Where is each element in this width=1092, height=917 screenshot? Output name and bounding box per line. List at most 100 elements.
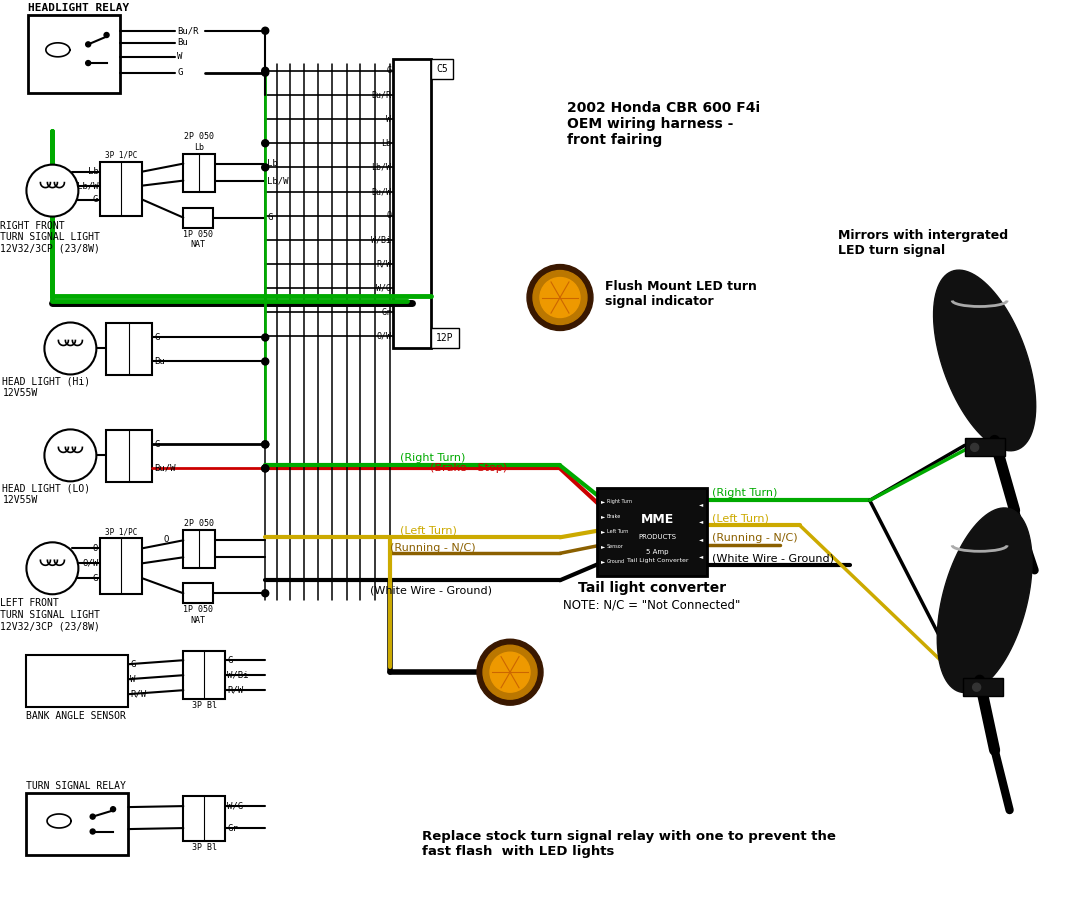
Text: Lb: Lb [381,138,391,148]
Bar [26,793,129,855]
Text: G: G [93,195,98,204]
Text: Bu/W: Bu/W [371,187,391,196]
Circle shape [262,465,269,472]
Text: ►: ► [601,544,605,549]
Text: Bu/W: Bu/W [154,464,176,473]
Bar [28,15,120,93]
Text: (Left Turn): (Left Turn) [712,514,769,524]
Circle shape [262,358,269,365]
Text: R/W: R/W [130,690,146,699]
Circle shape [45,323,96,374]
Text: W/G: W/G [376,283,391,293]
Circle shape [262,441,269,447]
Text: G: G [227,656,233,665]
Text: 3P Bl: 3P Bl [192,843,217,852]
Text: (Brake - Stop): (Brake - Stop) [430,463,507,473]
Text: Lb/W: Lb/W [76,181,98,190]
Text: BANK ANGLE SENSOR: BANK ANGLE SENSOR [26,712,127,721]
Circle shape [91,814,95,819]
Circle shape [262,28,269,34]
Bar [183,154,215,192]
Text: Lb: Lb [87,167,98,176]
Text: ►: ► [601,529,605,534]
Text: MME: MME [641,513,674,525]
Bar [183,207,213,227]
Text: Brake: Brake [607,514,621,519]
Text: W/Bi: W/Bi [227,670,249,679]
Circle shape [85,42,91,47]
Bar [100,538,142,594]
Text: (Running - N/C): (Running - N/C) [712,534,797,543]
Bar [963,679,1002,696]
Circle shape [262,164,269,171]
Circle shape [104,32,109,38]
Text: G: G [93,574,98,583]
Text: HEAD LIGHT (Hi)
12V55W: HEAD LIGHT (Hi) 12V55W [2,377,91,398]
Circle shape [262,69,269,76]
Text: RIGHT FRONT
TURN SIGNAL LIGHT
12V32/3CP (23/8W): RIGHT FRONT TURN SIGNAL LIGHT 12V32/3CP … [0,221,100,254]
Text: 1P 050
NAT: 1P 050 NAT [183,605,213,624]
Text: R/W: R/W [227,686,244,695]
Circle shape [971,444,978,451]
Text: 2P 050
Lb: 2P 050 Lb [185,132,214,151]
Text: ◄: ◄ [699,555,703,559]
Circle shape [262,67,269,74]
Text: Lb: Lb [268,160,278,168]
Text: (Right Turn): (Right Turn) [400,453,465,463]
Text: 3P Bl: 3P Bl [192,702,217,710]
Circle shape [26,542,79,594]
Text: 3P 1/PC: 3P 1/PC [105,527,138,536]
Text: 5 Amp: 5 Amp [646,548,668,555]
Text: Lb/W: Lb/W [268,176,288,185]
Circle shape [110,807,116,812]
Text: LEFT FRONT
TURN SIGNAL LIGHT
12V32/3CP (23/8W): LEFT FRONT TURN SIGNAL LIGHT 12V32/3CP (… [0,598,100,632]
Bar [100,161,142,215]
Text: Bu/R: Bu/R [371,91,391,99]
Text: (White Wire - Ground): (White Wire - Ground) [712,553,834,563]
Circle shape [541,278,580,317]
Text: Ground: Ground [607,558,625,564]
Text: Sensor: Sensor [607,544,624,549]
Polygon shape [934,271,1035,451]
Bar [183,530,215,569]
Text: W: W [387,115,391,124]
Circle shape [85,61,91,66]
Text: G: G [268,213,273,222]
Text: Flush Mount LED turn
signal indicator: Flush Mount LED turn signal indicator [605,280,757,307]
Circle shape [262,590,269,597]
Text: G: G [130,659,135,668]
Text: Tail Light Converter: Tail Light Converter [627,558,688,563]
Text: O: O [164,536,168,545]
Circle shape [973,683,981,691]
Circle shape [262,139,269,147]
Text: G: G [154,440,159,449]
Text: (Running - N/C): (Running - N/C) [390,543,476,553]
Bar [183,651,225,699]
Text: 2002 Honda CBR 600 F4i
OEM wiring harness -
front fairing: 2002 Honda CBR 600 F4i OEM wiring harnes… [567,101,760,147]
Text: Lb/W: Lb/W [371,163,391,171]
Text: (White Wire - Ground): (White Wire - Ground) [370,585,492,595]
Bar [597,489,707,576]
Text: W: W [130,675,135,684]
Text: 3P 1/PC: 3P 1/PC [105,150,138,160]
Text: Gr: Gr [227,823,238,833]
Bar [106,430,152,482]
Text: ►: ► [601,499,605,504]
Text: C5: C5 [436,63,448,73]
Text: O/W: O/W [376,332,391,341]
Text: G: G [387,66,391,75]
Text: ►: ► [601,558,605,564]
Circle shape [262,465,269,472]
Bar [964,438,1005,457]
Circle shape [527,264,593,330]
Text: Replace stock turn signal relay with one to prevent the
fast flash  with LED lig: Replace stock turn signal relay with one… [423,830,836,858]
Text: 1P 050
NAT: 1P 050 NAT [183,229,213,249]
Circle shape [490,652,530,692]
Text: Right Turn: Right Turn [607,499,632,504]
Text: Bu: Bu [177,39,188,47]
Text: NOTE: N/C = "Not Connected": NOTE: N/C = "Not Connected" [563,598,740,612]
Text: 12P: 12P [437,334,454,344]
Bar [431,328,459,348]
Circle shape [262,441,269,447]
Circle shape [45,429,96,481]
